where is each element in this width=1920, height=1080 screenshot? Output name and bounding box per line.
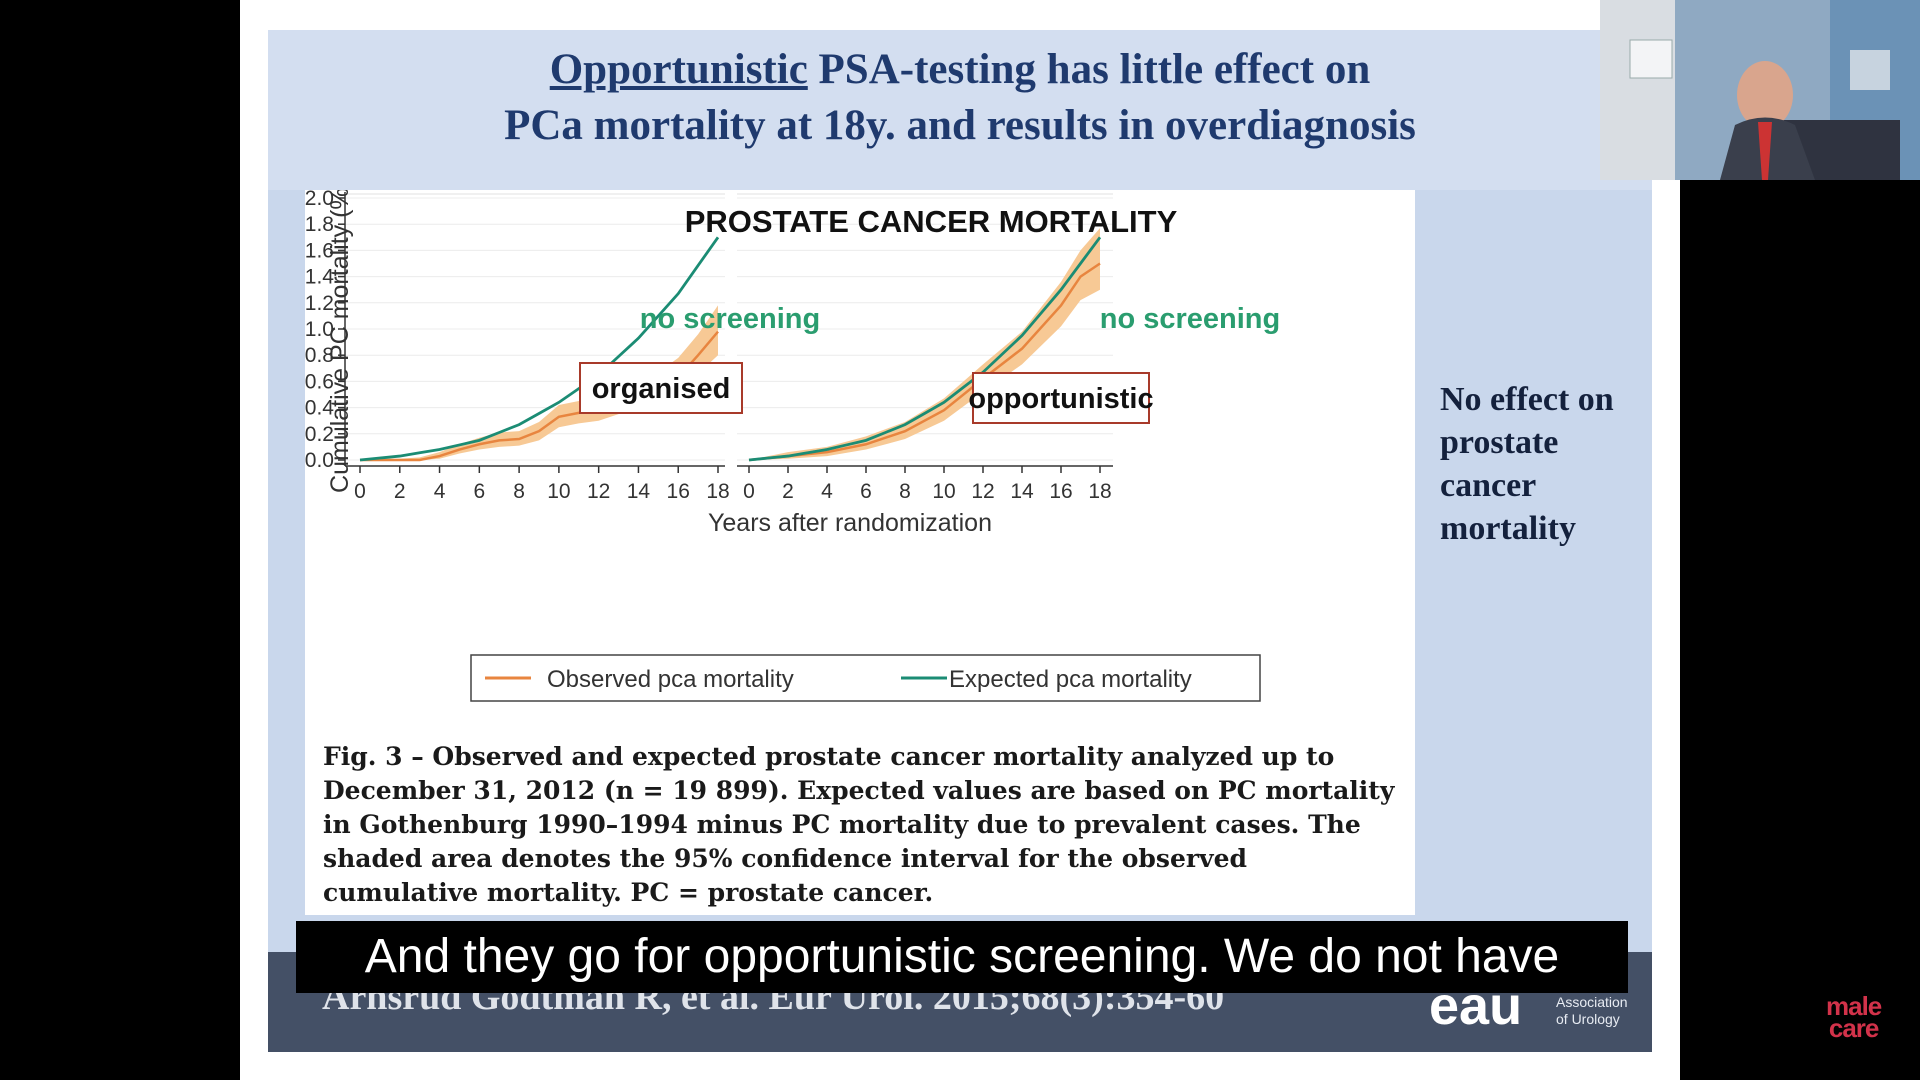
y-tick-label: 0.8 xyxy=(305,344,334,367)
brand-line2: care xyxy=(1828,1013,1880,1043)
x-tick-label: 18 xyxy=(1088,480,1111,503)
x-tick-label: 10 xyxy=(547,480,570,503)
x-tick-label: 14 xyxy=(627,480,651,503)
video-subtitle: And they go for opportunistic screening.… xyxy=(296,921,1628,993)
side-note: No effect on prostate cancer mortality xyxy=(1440,381,1614,547)
eau-logo-text-line2: of Urology xyxy=(1556,1011,1620,1027)
y-tick-label: 1.4 xyxy=(305,266,334,289)
x-tick-label: 14 xyxy=(1010,480,1034,503)
legend-box xyxy=(470,654,1261,702)
figure-caption: Fig. 3 – Observed and expected prostate … xyxy=(323,742,1395,907)
y-tick-label: 1.8 xyxy=(305,213,334,236)
y-axis-label: Cumulative PC mortality (%) xyxy=(326,190,354,493)
y-tick-label: 1.0 xyxy=(305,318,334,341)
title-underlined-word: Opportunistic xyxy=(549,46,808,93)
legend-entry: Observed pca mortality xyxy=(547,666,794,693)
x-tick-label: 6 xyxy=(860,480,872,503)
x-tick-label: 4 xyxy=(821,480,833,503)
x-tick-label: 16 xyxy=(1049,480,1072,503)
y-tick-label: 1.6 xyxy=(305,239,334,262)
brand-logo: male care xyxy=(1826,991,1882,1043)
x-tick-label: 12 xyxy=(971,480,994,503)
expected-line xyxy=(748,236,1102,462)
x-tick-label: 0 xyxy=(354,480,366,503)
x-tick-label: 12 xyxy=(587,480,610,503)
x-tick-label: 4 xyxy=(434,480,446,503)
panel-label-box xyxy=(579,362,743,414)
y-tick-label: 2.0 xyxy=(305,190,334,210)
slide-title: Opportunistic PSA-testing has little eff… xyxy=(268,42,1652,154)
x-tick-label: 2 xyxy=(394,480,406,503)
y-tick-label: 0.4 xyxy=(305,397,334,420)
title-line2: PCa mortality at 18y. and results in ove… xyxy=(504,102,1416,149)
panel-label-box xyxy=(972,372,1150,424)
panel-label: opportunistic xyxy=(968,383,1153,415)
x-tick-label: 16 xyxy=(667,480,690,503)
no-screening-label: no screening xyxy=(1100,303,1281,335)
x-tick-label: 18 xyxy=(706,480,729,503)
figure-panel xyxy=(305,190,1415,915)
eau-logo-text: Association of Urology xyxy=(1556,994,1628,1028)
x-axis-label: Years after randomization xyxy=(708,509,992,537)
y-tick-label: 1.2 xyxy=(305,292,334,315)
brand-line1: male xyxy=(1826,991,1882,1021)
title-line1-rest: PSA-testing has little effect on xyxy=(807,46,1371,93)
mortality-chart: 0.0 0.2 0.4 0.6 0.8 1.0 1.2 1.4 1.6 1.8 2.0 0 2 4 6 8 10… xyxy=(305,190,1281,702)
observed-line xyxy=(748,262,1101,462)
y-tick-label: 0.2 xyxy=(305,423,334,446)
y-tick-label: 0.6 xyxy=(305,370,334,393)
y-tick-label: 0.0 xyxy=(305,449,334,472)
chart-title: PROSTATE CANCER MORTALITY xyxy=(685,204,1178,239)
slide-header-band xyxy=(268,30,1652,190)
webcam-feed xyxy=(1600,0,1920,180)
x-tick-label: 0 xyxy=(743,480,755,503)
ci-band xyxy=(749,228,1100,460)
axes-text: 0.0 0.2 0.4 0.6 0.8 1.0 1.2 1.4 1.6 1.8 2.0 0 2 4 6 8 10… xyxy=(305,190,1281,702)
no-screening-label: no screening xyxy=(640,303,821,335)
x-tick-label: 2 xyxy=(782,480,794,503)
chart-legend: Observed pca mortality Expected pca morta… xyxy=(470,654,1261,702)
presenter-video-icon xyxy=(1600,0,1920,180)
eau-logo-text-line1: Association xyxy=(1556,994,1628,1010)
x-tick-label: 6 xyxy=(473,480,485,503)
x-tick-label: 8 xyxy=(513,480,525,503)
x-tick-label: 8 xyxy=(899,480,911,503)
panel-label: organised xyxy=(592,373,731,405)
legend-entry: Expected pca mortality xyxy=(949,666,1192,693)
x-tick-label: 10 xyxy=(932,480,955,503)
expected-line xyxy=(359,236,720,462)
panel-opportunistic xyxy=(737,193,1113,473)
